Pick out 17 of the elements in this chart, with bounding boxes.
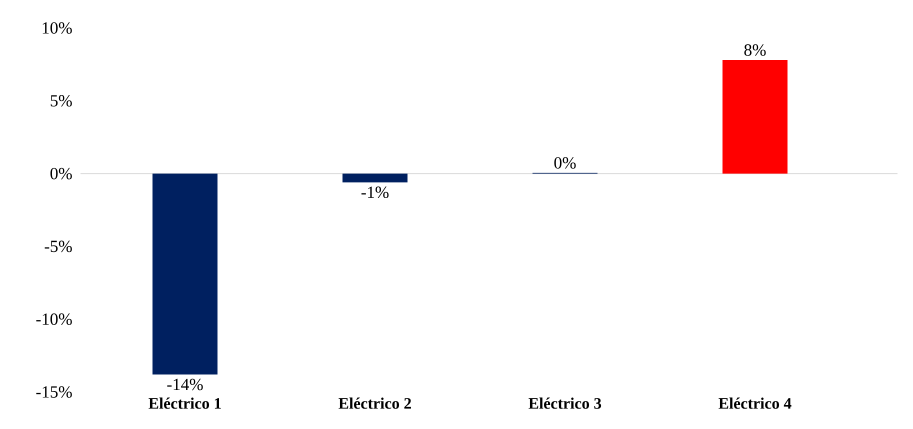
data-label: -1%: [361, 186, 389, 198]
data-label: 0%: [554, 157, 576, 169]
y-tick-label: 0%: [50, 168, 72, 180]
x-tick-label: Eléctrico 1: [148, 398, 221, 409]
y-tick-label: 10%: [42, 22, 72, 34]
x-tick-label: Eléctrico 4: [718, 398, 792, 409]
y-tick-label: 5%: [50, 95, 72, 107]
bar: [722, 60, 788, 174]
data-label: -14%: [167, 378, 203, 390]
data-label: 8%: [744, 44, 766, 56]
y-tick-label: -5%: [44, 240, 72, 252]
x-tick-label: Eléctrico 2: [338, 398, 411, 409]
x-tick-label: Eléctrico 3: [528, 398, 602, 409]
bar: [152, 174, 218, 375]
bar: [342, 174, 408, 182]
y-tick-label: -10%: [36, 313, 72, 325]
y-tick-label: -15%: [36, 386, 72, 398]
